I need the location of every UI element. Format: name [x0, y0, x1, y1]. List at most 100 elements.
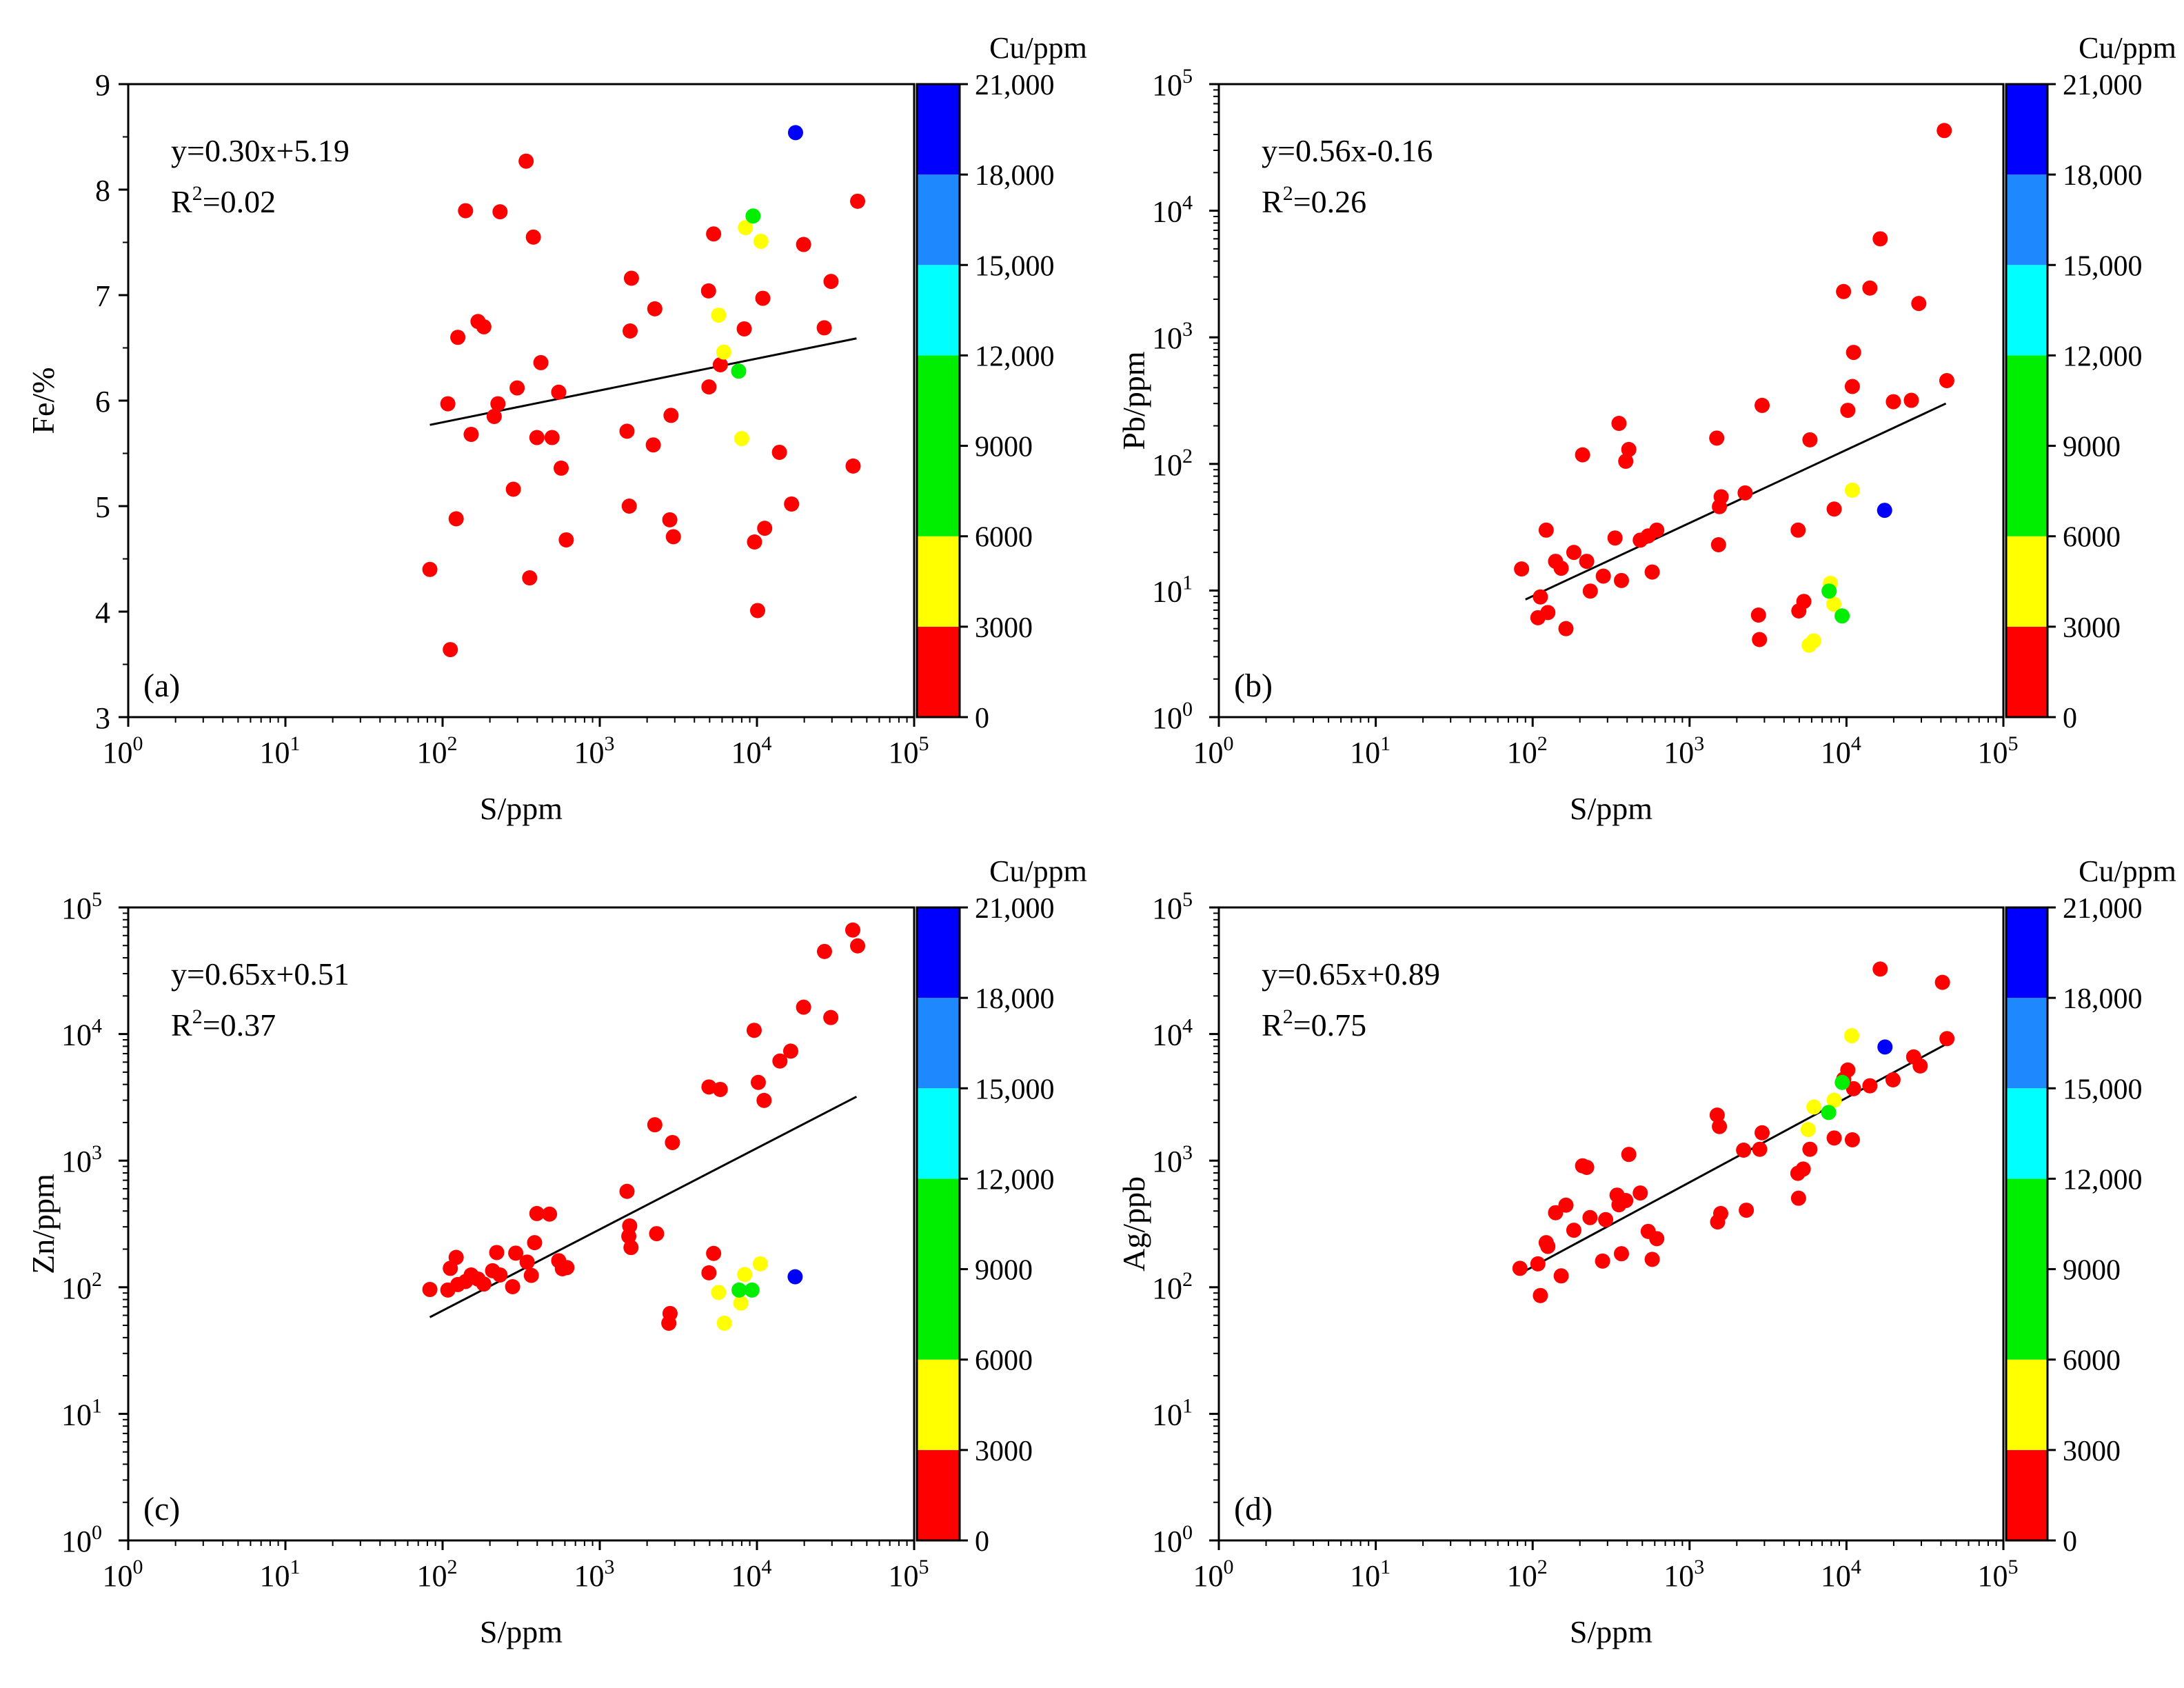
data-point [1834, 1074, 1850, 1090]
data-point [1558, 1197, 1574, 1213]
colorbar-tick-label: 6000 [975, 1345, 1033, 1377]
r-squared-label: R [1262, 184, 1283, 219]
data-point [1613, 1246, 1629, 1262]
x-tick-label: 104 [731, 732, 772, 770]
data-point [752, 1256, 768, 1272]
data-point [1575, 447, 1590, 463]
y-tick-label: 104 [1152, 1015, 1193, 1052]
data-point [1553, 561, 1569, 576]
y-tick-label: 100 [61, 1521, 102, 1558]
r-squared-value: =0.75 [1293, 1007, 1366, 1043]
data-point [712, 356, 728, 372]
regression-line [1525, 402, 1947, 601]
regression-equation: y=0.65x+0.89 [1262, 956, 1440, 992]
data-point [1752, 1141, 1768, 1157]
data-point [1737, 485, 1753, 501]
x-tick-label: 104 [731, 1556, 772, 1593]
colorbar-band [2006, 1359, 2048, 1450]
colorbar-tick-label: 21,000 [2063, 893, 2143, 925]
data-point [422, 561, 438, 577]
data-point [1802, 1141, 1818, 1157]
colorbar: 0 3000 6000 9000 12,000 15,000 18,000 21,000 Cu/… [916, 854, 1087, 1558]
y-tick-label: 103 [1152, 318, 1193, 355]
data-point [647, 301, 663, 316]
data-point [1621, 441, 1637, 457]
data-point [787, 125, 803, 141]
data-point [665, 529, 681, 545]
data-point [522, 570, 538, 586]
data-point [559, 1260, 575, 1276]
data-point [1752, 632, 1768, 647]
y-axis-title: Pb/ppm [1116, 351, 1151, 450]
colorbar-frame [916, 83, 961, 719]
regression-equation: y=0.56x-0.16 [1262, 133, 1433, 168]
data-point [701, 1079, 717, 1095]
data-point [755, 290, 771, 306]
data-point [784, 496, 800, 512]
y-tick-label: 105 [1152, 888, 1193, 925]
x-axis-title: S/ppm [1570, 1614, 1652, 1649]
data-point [1530, 1256, 1546, 1272]
data-point [1621, 1147, 1637, 1163]
x-tick-label: 102 [1507, 732, 1548, 770]
data-point [1939, 372, 1954, 388]
data-point [700, 283, 716, 299]
data-point [701, 1265, 717, 1280]
x-tick-label: 100 [103, 1556, 143, 1593]
colorbar-tick-label: 18,000 [975, 983, 1055, 1015]
x-tick-label: 101 [1350, 732, 1391, 770]
colorbar-tick-label: 3000 [975, 1436, 1033, 1467]
data-point [1846, 345, 1861, 361]
data-point [458, 203, 474, 219]
colorbar-band [2006, 626, 2048, 717]
colorbar-tick-label: 12,000 [975, 341, 1055, 372]
y-tick-label: 8 [95, 174, 110, 208]
panel-b: 100 101 102 103 104 105 100 101 102 103 104 105 S/pp… [1116, 31, 2176, 826]
data-point [816, 320, 832, 336]
data-point [1540, 1238, 1556, 1254]
data-point [1840, 403, 1856, 419]
y-tick-label: 104 [1152, 192, 1193, 229]
colorbar-frame [2005, 906, 2049, 1542]
data-point [1736, 1143, 1752, 1158]
x-tick-label: 100 [1193, 732, 1234, 770]
r-squared-label: R [171, 1007, 192, 1043]
colorbar-tick-label: 0 [2063, 1526, 2077, 1558]
data-point [505, 1279, 520, 1295]
data-point [1790, 522, 1806, 538]
plot-frame [127, 906, 916, 1542]
data-point [1533, 1287, 1548, 1303]
panel-tag: (c) [143, 1491, 180, 1527]
data-point [647, 1117, 663, 1133]
data-point [787, 1269, 803, 1285]
data-point [750, 1074, 766, 1090]
y-axis-title: Ag/ppb [1116, 1176, 1151, 1272]
data-point [749, 603, 765, 619]
colorbar-tick-label: 12,000 [975, 1164, 1055, 1196]
colorbar-tick-label: 15,000 [975, 1074, 1055, 1105]
data-point [1934, 974, 1950, 990]
plot-frame [1217, 906, 2005, 1542]
data-point [476, 319, 492, 334]
colorbar-band [917, 1359, 960, 1450]
data-point [1844, 379, 1860, 394]
data-point [1862, 280, 1878, 296]
data-point [1533, 589, 1548, 605]
data-point [1553, 1268, 1569, 1284]
y-tick-label: 6 [95, 385, 110, 419]
colorbar-tick-label: 9000 [2063, 432, 2121, 463]
x-tick-label: 101 [260, 1556, 301, 1593]
colorbar-tick-label: 0 [2063, 703, 2077, 734]
y-tick-label: 102 [1152, 445, 1193, 482]
colorbar-tick-label: 9000 [2063, 1255, 2121, 1287]
colorbar-band [917, 84, 960, 175]
y-tick-label: 104 [61, 1015, 102, 1052]
data-point [796, 999, 811, 1015]
colorbar-band [917, 1178, 960, 1360]
regression-line [429, 1096, 858, 1318]
data-point [745, 208, 761, 224]
y-tick-label: 105 [61, 888, 102, 925]
data-point [1595, 1253, 1610, 1269]
y-tick-label: 101 [61, 1394, 102, 1431]
data-point [519, 1254, 535, 1270]
